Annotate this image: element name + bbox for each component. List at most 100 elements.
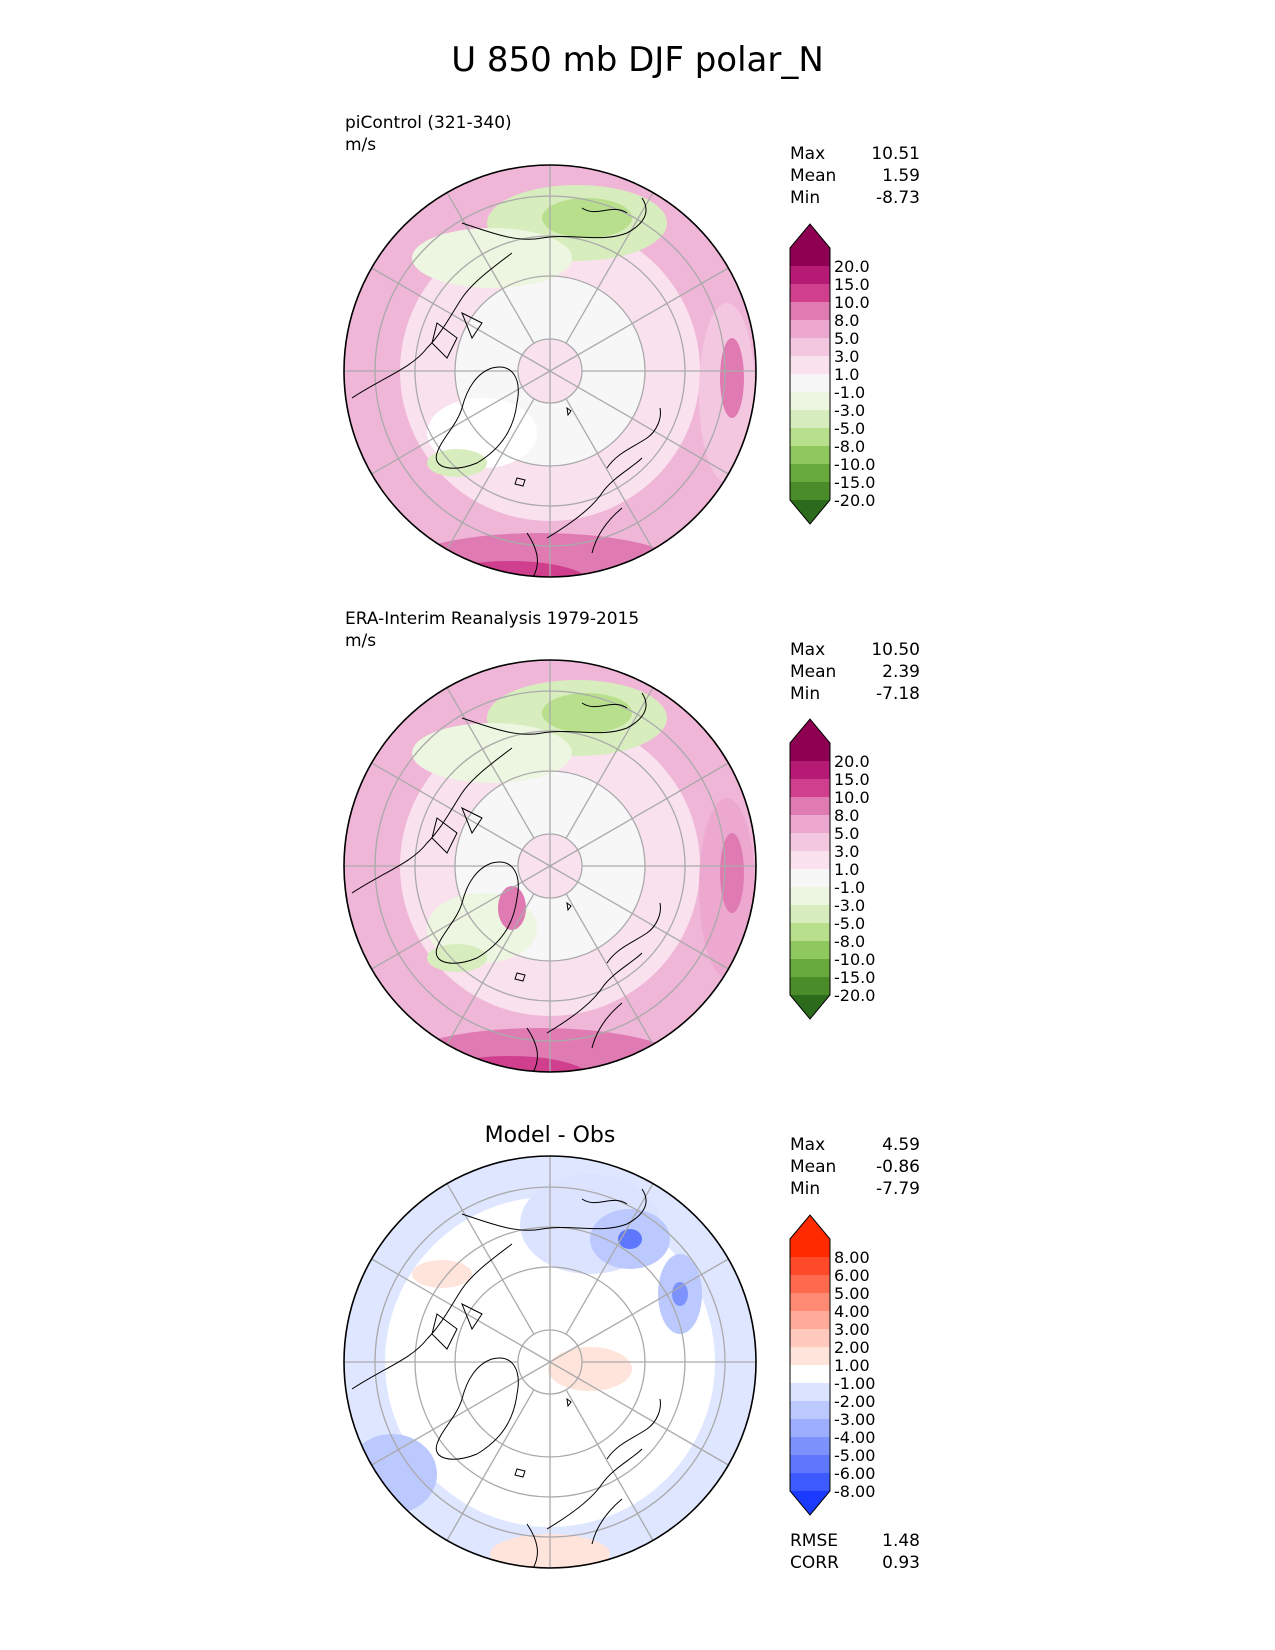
stat-label: Min	[790, 1179, 821, 1199]
colorbar-tick-label: -15.0	[834, 968, 875, 987]
stat-label: Max	[790, 1135, 826, 1155]
colorbar-tick-label: 1.00	[834, 1356, 870, 1375]
model-panel-title: piControl (321-340) m/s	[345, 112, 512, 156]
colorbar-tick-label: 20.0	[834, 257, 870, 276]
colorbar-swatch	[790, 869, 830, 887]
colorbar-extend-top	[790, 1215, 830, 1257]
model-colorbar: 20.015.010.08.05.03.01.0-1.0-3.0-5.0-8.0…	[789, 223, 875, 525]
colorbar-tick-label: 15.0	[834, 770, 870, 789]
colorbar-swatches	[790, 719, 830, 1019]
metric-label: CORR	[790, 1553, 839, 1573]
colorbar-swatch	[790, 851, 830, 869]
obs-title: ERA-Interim Reanalysis 1979-2015	[345, 609, 640, 629]
diff-stats: Max 4.59 Mean -0.86 Min -7.79	[790, 1134, 920, 1200]
colorbar-tick-label: 3.0	[834, 842, 859, 861]
stat-label: Mean	[790, 1157, 837, 1177]
stat-value: -0.86	[876, 1157, 920, 1177]
colorbar-tick-label: -5.00	[834, 1446, 875, 1465]
colorbar-swatch	[790, 1275, 830, 1293]
colorbar-swatch	[790, 1437, 830, 1455]
colorbar-tick-label: 3.00	[834, 1320, 870, 1339]
colorbar-tick-label: -8.0	[834, 932, 865, 951]
colorbar-swatch	[790, 815, 830, 833]
model-units: m/s	[345, 135, 377, 155]
colorbar-tick-label: -1.0	[834, 878, 865, 897]
stat-value: 10.51	[871, 144, 920, 164]
colorbar-swatch	[790, 1311, 830, 1329]
obs-colorbar: 20.015.010.08.05.03.01.0-1.0-3.0-5.0-8.0…	[789, 718, 875, 1020]
colorbar-swatches	[790, 1215, 830, 1515]
colorbar-swatch	[790, 1419, 830, 1437]
coastline-path	[435, 861, 519, 964]
colorbar-extend-bottom	[790, 995, 830, 1019]
colorbar-swatch	[790, 464, 830, 482]
colorbar-extend-bottom	[790, 500, 830, 524]
colorbar-tick-label: 1.0	[834, 365, 859, 384]
colorbar-outline	[789, 1214, 831, 1516]
colorbar-tick-label: 5.0	[834, 329, 859, 348]
colorbar-swatch	[790, 941, 830, 959]
diff-polar-map	[343, 1155, 757, 1569]
colorbar-swatch	[790, 779, 830, 797]
colorbar-swatch	[790, 482, 830, 500]
colorbar-swatch	[790, 266, 830, 284]
coastlines	[351, 1188, 661, 1568]
obs-panel-title: ERA-Interim Reanalysis 1979-2015 m/s	[345, 608, 639, 652]
coastline-path	[351, 252, 513, 399]
colorbar-swatch	[790, 833, 830, 851]
colorbar-swatch	[790, 284, 830, 302]
coastline-path	[461, 692, 647, 735]
coastline-path	[526, 952, 643, 1072]
coastline-path	[514, 901, 572, 982]
colorbar-tick-label: -2.00	[834, 1392, 875, 1411]
colorbar-swatch	[790, 428, 830, 446]
coastline-path	[435, 1357, 519, 1460]
colorbar-tick-label: -5.0	[834, 914, 865, 933]
colorbar-swatch	[790, 1293, 830, 1311]
metric-value: 0.93	[882, 1553, 920, 1573]
colorbar-swatch	[790, 320, 830, 338]
colorbar-tick-label: -8.0	[834, 437, 865, 456]
colorbar-tick-label: -20.0	[834, 491, 875, 510]
map-border	[343, 659, 757, 1073]
colorbar-swatch	[790, 797, 830, 815]
colorbar-tick-label: 10.0	[834, 788, 870, 807]
coastlines	[351, 197, 661, 577]
colorbar-outline	[789, 223, 831, 525]
colorbar-swatch	[790, 302, 830, 320]
colorbar-tick-label: -8.00	[834, 1482, 875, 1501]
colorbar-swatch	[790, 1329, 830, 1347]
stat-value: -8.73	[876, 188, 920, 208]
diff-metrics: RMSE 1.48 CORR 0.93	[790, 1530, 920, 1574]
colorbar-tick-label: -4.00	[834, 1428, 875, 1447]
metric-label: RMSE	[790, 1531, 839, 1551]
colorbar-extend-top	[790, 224, 830, 266]
colorbar-tick-label: 8.0	[834, 806, 859, 825]
coastline-path	[514, 406, 572, 487]
colorbar-swatch	[790, 1401, 830, 1419]
coastlines	[351, 692, 661, 1072]
colorbar-tick-label: -3.0	[834, 896, 865, 915]
colorbar-swatch	[790, 959, 830, 977]
coastline-path	[606, 407, 661, 469]
stat-value: 4.59	[882, 1135, 920, 1155]
colorbar-tick-label: 6.00	[834, 1266, 870, 1285]
colorbar-swatch	[790, 1365, 830, 1383]
model-stats: Max 10.51 Mean 1.59 Min -8.73	[790, 143, 920, 209]
colorbar-swatch	[790, 1257, 830, 1275]
coastline-path	[606, 1398, 661, 1460]
colorbar-swatches	[790, 224, 830, 524]
coastline-path	[351, 1243, 513, 1390]
colorbar-swatch	[790, 905, 830, 923]
coastline-path	[526, 1448, 643, 1568]
colorbar-swatch	[790, 392, 830, 410]
colorbar-tick-label: 5.0	[834, 824, 859, 843]
stat-value: 2.39	[882, 662, 920, 682]
colorbar-tick-label: 2.00	[834, 1338, 870, 1357]
colorbar-tick-label: -10.0	[834, 950, 875, 969]
metric-value: 1.48	[882, 1531, 920, 1551]
coastline-path	[461, 197, 647, 240]
colorbar-tick-label: 1.0	[834, 860, 859, 879]
colorbar-swatch	[790, 338, 830, 356]
map-border	[343, 1155, 757, 1569]
